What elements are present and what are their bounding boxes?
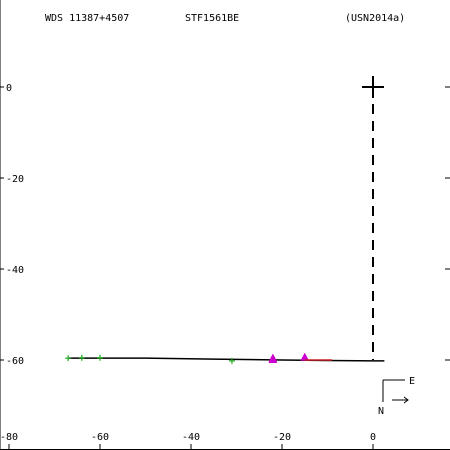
- y-tick-label: -60: [6, 356, 24, 367]
- x-tick-label: -40: [182, 432, 200, 443]
- discoverer-designation: STF1561BE: [185, 13, 239, 24]
- orbit-curve-line: [68, 357, 385, 362]
- observation-points-layer: [65, 352, 333, 364]
- observation-plus-marker: [97, 354, 103, 361]
- primary-star-layer: [362, 76, 384, 98]
- primary-star-plus-marker: [362, 76, 384, 98]
- x-tick-label: -20: [273, 432, 291, 443]
- observation-plus-marker: [78, 354, 85, 361]
- observation-plus-marker: [228, 357, 235, 364]
- reference-code: (USN2014a): [345, 13, 405, 24]
- motion-arrow-head-icon: [403, 396, 409, 404]
- axes-group: -80 -60 -40 -20 0 0 -20 -40 -60: [0, 83, 450, 449]
- x-tick-label: 0: [370, 432, 376, 443]
- compass-east-label: E: [409, 376, 415, 387]
- y-tick-label: 0: [6, 83, 12, 94]
- orbit-curve-layer: [68, 357, 385, 362]
- compass-rose: E N: [378, 376, 415, 417]
- observation-plus-marker: [65, 355, 72, 362]
- x-tick-label: -80: [0, 432, 18, 443]
- y-tick-label: -20: [6, 174, 24, 185]
- observation-triangle-marker: [268, 354, 278, 363]
- y-tick-label: -40: [6, 265, 24, 276]
- compass-north-label: N: [378, 406, 384, 417]
- x-tick-label: -60: [91, 432, 109, 443]
- wds-identifier: WDS 11387+4507: [45, 13, 129, 24]
